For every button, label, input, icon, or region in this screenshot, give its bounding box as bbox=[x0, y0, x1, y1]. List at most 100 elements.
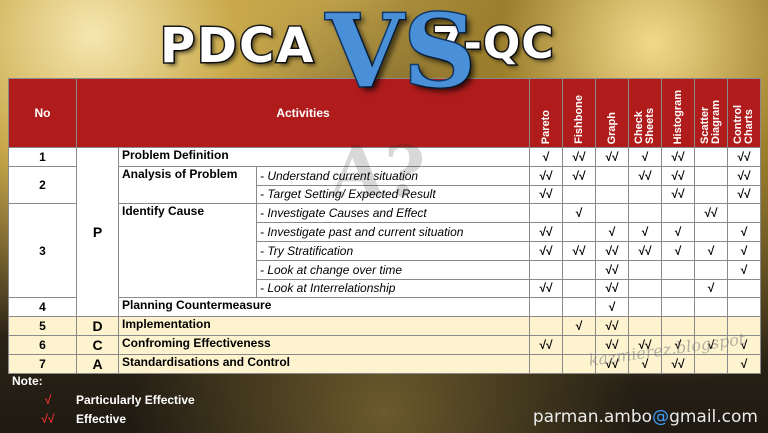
activity-name: Planning Countermeasure bbox=[117, 297, 531, 318]
effectiveness-mark: √ bbox=[694, 278, 729, 299]
sub-activity: - Understand current situation bbox=[255, 165, 531, 186]
effectiveness-mark: √ bbox=[595, 222, 630, 242]
legend-text: Particularly Effective bbox=[76, 393, 195, 407]
effectiveness-mark: √√ bbox=[529, 222, 564, 242]
effectiveness-mark bbox=[595, 165, 630, 186]
activity-name: Standardisations and Control bbox=[117, 353, 531, 374]
effectiveness-mark bbox=[661, 278, 696, 299]
effectiveness-mark bbox=[628, 184, 663, 205]
effectiveness-mark: √√ bbox=[562, 240, 597, 261]
activity-name: Identify Cause bbox=[118, 203, 257, 299]
title-banner: PDCA 7-QC bbox=[0, 0, 768, 78]
pdca-phase: P bbox=[76, 146, 119, 318]
activity-name: Problem Definition bbox=[117, 147, 531, 167]
effectiveness-mark: √√ bbox=[529, 240, 564, 261]
row-number: 6 bbox=[8, 334, 77, 355]
effectiveness-mark bbox=[529, 353, 564, 374]
table-row: 6 C Confroming Effectiveness √√ √√ √√ √ √ √ bbox=[8, 334, 762, 355]
table-row: 1 P Problem Definition √ √√ √√ √ √√ √√ bbox=[8, 146, 762, 318]
effectiveness-mark: √√ bbox=[562, 147, 597, 167]
effectiveness-mark: √ bbox=[694, 240, 729, 261]
effectiveness-mark bbox=[694, 184, 729, 205]
pdca-qc-matrix: No Activities Pareto Fishbone Graph Chec… bbox=[8, 78, 762, 374]
pdca-phase: D bbox=[76, 316, 119, 336]
effectiveness-mark bbox=[529, 316, 564, 336]
effectiveness-mark: √√ bbox=[628, 240, 663, 261]
table-row: - Investigate past and current situation… bbox=[9, 222, 762, 242]
legend-particularly-effective: √ Particularly Effective bbox=[20, 393, 195, 407]
table-row: 4 Planning Countermeasure √ bbox=[8, 297, 762, 318]
row-number: 3 bbox=[8, 203, 77, 299]
effectiveness-mark bbox=[562, 259, 597, 280]
effectiveness-mark: √ bbox=[595, 297, 630, 318]
effectiveness-mark: √ bbox=[529, 147, 564, 167]
pdca-phase: C bbox=[76, 334, 119, 355]
effectiveness-mark bbox=[595, 203, 630, 224]
activity-name: Analysis of Problem bbox=[118, 165, 257, 205]
title-vs: VS bbox=[325, 0, 478, 112]
pdca-phase: A bbox=[76, 353, 119, 374]
table-row: - Try Stratification √√ √√ √√ √√ √ √ √ bbox=[9, 240, 762, 261]
effectiveness-mark bbox=[595, 184, 630, 205]
effectiveness-mark: √√ bbox=[628, 165, 663, 186]
effectiveness-mark bbox=[529, 203, 564, 224]
effectiveness-mark: √√ bbox=[595, 334, 630, 355]
effectiveness-mark: √√ bbox=[694, 203, 729, 224]
effectiveness-mark: √ bbox=[661, 222, 696, 242]
sub-activity: - Look at Interrelationship bbox=[255, 278, 531, 299]
effectiveness-mark: √ bbox=[562, 203, 597, 224]
effectiveness-mark: √√ bbox=[661, 147, 696, 167]
header-tool-check-sheets: Check Sheets bbox=[628, 78, 663, 148]
effectiveness-mark: √√ bbox=[661, 184, 696, 205]
effectiveness-mark bbox=[628, 203, 663, 224]
effectiveness-mark: √√ bbox=[727, 184, 762, 205]
effectiveness-mark: √√ bbox=[595, 278, 630, 299]
effectiveness-mark: √ bbox=[727, 334, 762, 355]
header-activities: Activities bbox=[75, 78, 531, 148]
effectiveness-mark bbox=[529, 297, 564, 318]
effectiveness-mark bbox=[661, 316, 696, 336]
sub-activity: - Investigate Causes and Effect bbox=[255, 203, 531, 224]
effectiveness-mark bbox=[694, 147, 729, 167]
header-row: No Activities Pareto Fishbone Graph Chec… bbox=[8, 78, 762, 148]
effectiveness-mark bbox=[562, 334, 597, 355]
header-tool-pareto: Pareto bbox=[529, 78, 564, 148]
row-number: 2 bbox=[8, 165, 77, 205]
effectiveness-mark: √ bbox=[628, 353, 663, 374]
table-row: 2 Analysis of Problem - Understand current… bbox=[8, 165, 762, 205]
row-number: 5 bbox=[8, 316, 77, 336]
author-email: parman.ambo@gmail.com bbox=[532, 407, 758, 427]
sub-activity: - Try Stratification bbox=[255, 240, 531, 261]
effectiveness-mark: √√ bbox=[529, 184, 564, 205]
effectiveness-mark: √ bbox=[727, 222, 762, 242]
effectiveness-mark: √ bbox=[628, 222, 663, 242]
effectiveness-mark bbox=[661, 259, 696, 280]
effectiveness-mark: √ bbox=[628, 147, 663, 167]
effectiveness-mark: √√ bbox=[727, 165, 762, 186]
legend-symbol: √√ bbox=[41, 412, 55, 426]
effectiveness-mark: √√ bbox=[595, 240, 630, 261]
effectiveness-mark bbox=[727, 203, 762, 224]
effectiveness-mark: √√ bbox=[595, 316, 630, 336]
effectiveness-mark bbox=[727, 297, 762, 318]
effectiveness-mark: √√ bbox=[628, 334, 663, 355]
effectiveness-mark: √ bbox=[727, 259, 762, 280]
effectiveness-mark: √√ bbox=[661, 165, 696, 186]
effectiveness-mark bbox=[694, 316, 729, 336]
note-label: Note: bbox=[12, 374, 43, 388]
effectiveness-mark bbox=[694, 353, 729, 374]
table-row: - Target Setting/ Expected Result √√ √√ √√ bbox=[9, 184, 762, 205]
effectiveness-mark bbox=[529, 259, 564, 280]
row-number: 1 bbox=[8, 147, 77, 167]
effectiveness-mark bbox=[694, 259, 729, 280]
effectiveness-mark: √ bbox=[727, 353, 762, 374]
effectiveness-mark: √ bbox=[661, 240, 696, 261]
effectiveness-mark: √√ bbox=[661, 353, 696, 374]
effectiveness-mark bbox=[628, 297, 663, 318]
sub-activity: - Target Setting/ Expected Result bbox=[255, 184, 531, 205]
title-7qc: 7-QC bbox=[431, 17, 556, 71]
header-tool-scatter-diagram: Scatter Diagram bbox=[694, 78, 729, 148]
header-tool-graph: Graph bbox=[595, 78, 630, 148]
effectiveness-mark: √√ bbox=[529, 334, 564, 355]
effectiveness-mark: √√ bbox=[529, 165, 564, 186]
